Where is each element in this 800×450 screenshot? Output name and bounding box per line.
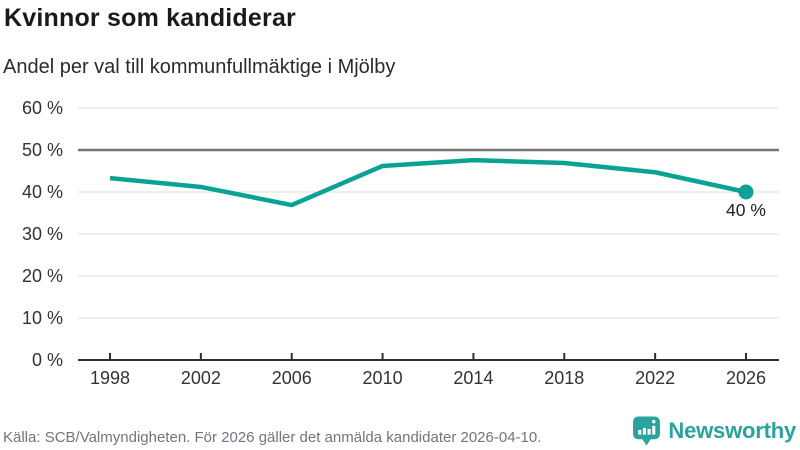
x-tick-label: 2022 [635, 368, 675, 388]
y-tick-label: 0 % [32, 350, 63, 370]
end-point-label: 40 % [726, 200, 766, 220]
y-tick-label: 10 % [22, 308, 63, 328]
speech-bubble-shape [633, 416, 661, 446]
newsworthy-logo-icon [633, 416, 661, 446]
line-chart: 0 % 10 % 20 % 30 % 40 % 50 % 60 % 1998 2002 2006 2… [22, 98, 779, 388]
newsworthy-logo: Newsworthy [632, 415, 796, 447]
x-tick-label: 1998 [90, 368, 130, 388]
chart-title: Kvinnor som kandiderar [4, 4, 296, 32]
x-tick-label: 2026 [726, 368, 766, 388]
x-tick-label: 2018 [544, 368, 584, 388]
x-tick-label: 2010 [363, 368, 403, 388]
y-tick-label: 20 % [22, 266, 63, 286]
chart-subtitle: Andel per val till kommunfullmäktige i M… [3, 56, 396, 78]
x-tick-label: 2014 [453, 368, 493, 388]
source-note: Källa: SCB/Valmyndigheten. För 2026 gäll… [3, 429, 542, 446]
newsworthy-wordmark: Newsworthy [668, 418, 796, 443]
y-tick-label: 50 % [22, 140, 63, 160]
y-tick-label: 40 % [22, 182, 63, 202]
x-tick-label: 2006 [272, 368, 312, 388]
y-tick-label: 60 % [22, 98, 63, 118]
x-tick-label: 2002 [181, 368, 221, 388]
bar-chart-glyph [638, 420, 656, 435]
data-line-series [109, 157, 747, 208]
end-point-dot [738, 184, 754, 200]
y-tick-label: 30 % [22, 224, 63, 244]
